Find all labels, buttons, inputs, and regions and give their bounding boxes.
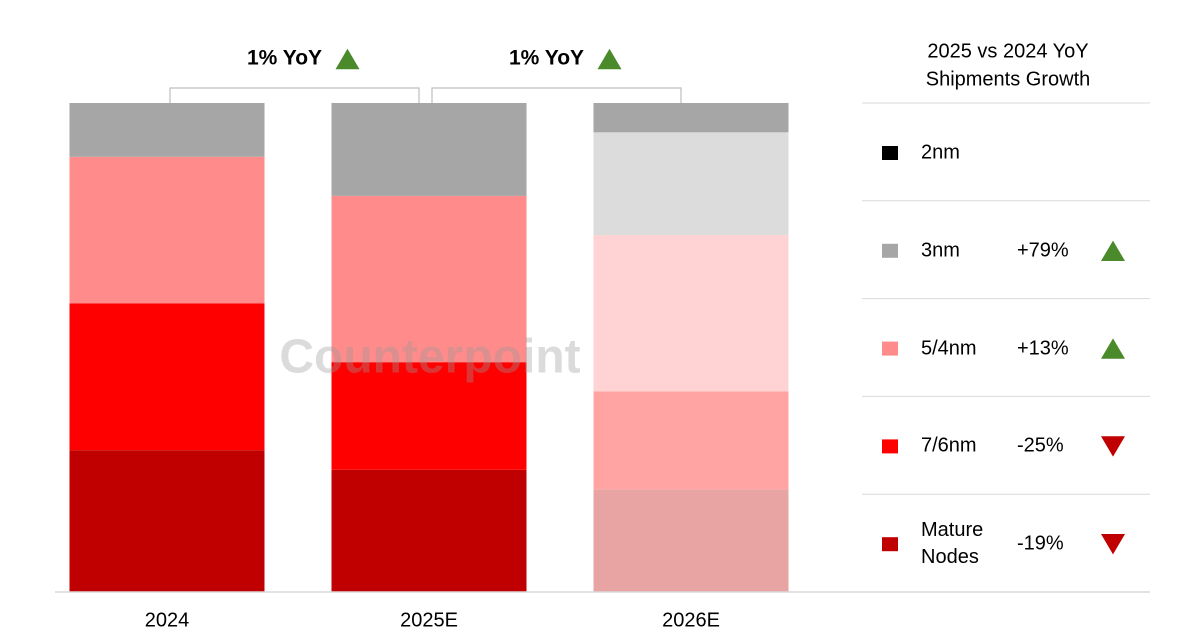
bar-segment xyxy=(593,132,789,236)
bracket xyxy=(431,87,682,103)
x-tick-label: 2026E xyxy=(662,609,720,631)
bar-segment xyxy=(331,362,527,470)
legend-label: 2nm xyxy=(921,141,960,164)
legend-title: 2025 vs 2024 YoY xyxy=(927,40,1088,62)
bracket xyxy=(169,87,420,103)
legend-swatch xyxy=(882,341,898,356)
bar-segment xyxy=(593,235,789,392)
legend-label: Mature Nodes xyxy=(921,519,984,569)
annotation: 1% YoY xyxy=(247,47,322,70)
bar-segment xyxy=(69,450,265,592)
bar-segment xyxy=(331,195,527,363)
down-arrow xyxy=(1101,436,1125,457)
up-arrow xyxy=(1101,338,1125,359)
bar-segment xyxy=(69,303,265,451)
legend-title: Shipments Growth xyxy=(926,68,1091,90)
bar-segment xyxy=(593,391,789,490)
legend-swatch xyxy=(882,537,898,552)
bar-segment xyxy=(331,469,527,592)
up-arrow xyxy=(1101,240,1125,261)
bar-segment xyxy=(593,489,789,592)
x-tick-label: 2025E xyxy=(400,609,458,631)
up-arrow xyxy=(335,48,360,70)
growth-label: +13% xyxy=(1017,337,1069,360)
growth-label: -25% xyxy=(1017,434,1064,457)
up-arrow xyxy=(597,48,622,70)
down-arrow xyxy=(1101,534,1125,555)
legend-label: 7/6nm xyxy=(921,434,977,457)
bar-segment xyxy=(593,103,789,133)
legend-swatch xyxy=(882,439,898,454)
annotation: 1% YoY xyxy=(509,47,584,70)
growth-label: +79% xyxy=(1017,239,1069,262)
legend-swatch xyxy=(882,243,898,258)
watermark: Counterpoint xyxy=(279,331,580,384)
legend-swatch xyxy=(882,146,898,160)
x-tick-label: 2024 xyxy=(145,609,190,631)
growth-label: -19% xyxy=(1017,532,1064,555)
legend-label: 3nm xyxy=(921,239,960,262)
bar-segment xyxy=(331,103,527,196)
bar-segment xyxy=(69,103,265,157)
bar-segment xyxy=(69,156,265,304)
legend-label: 5/4nm xyxy=(921,337,977,360)
